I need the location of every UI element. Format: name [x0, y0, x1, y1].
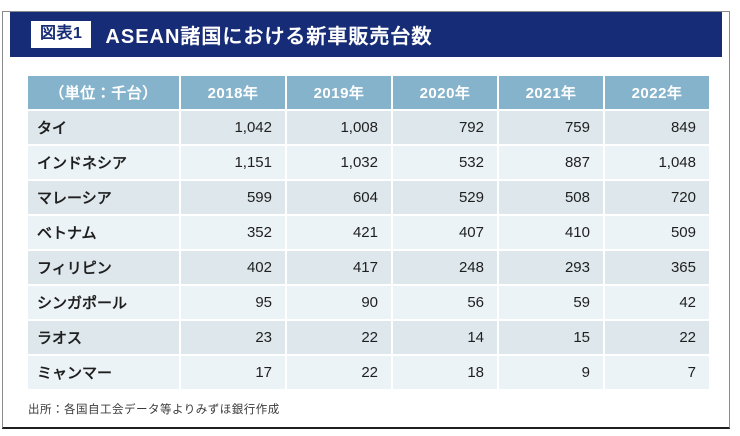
table-row-myanmar: ミャンマー 17 22 18 9 7 — [28, 356, 709, 389]
table-row-indonesia: インドネシア 1,151 1,032 532 887 1,048 — [28, 146, 709, 179]
value-cell: 532 — [393, 146, 497, 179]
value-cell: 95 — [181, 286, 285, 319]
value-cell: 410 — [499, 216, 603, 249]
value-cell: 22 — [287, 356, 391, 389]
value-cell: 23 — [181, 321, 285, 354]
table-header-row: （単位：千台） 2018年 2019年 2020年 2021年 2022年 — [28, 76, 709, 109]
year-header-2020: 2020年 — [393, 76, 497, 109]
value-cell: 599 — [181, 181, 285, 214]
value-cell: 352 — [181, 216, 285, 249]
table-row-vietnam: ベトナム 352 421 407 410 509 — [28, 216, 709, 249]
value-cell: 22 — [287, 321, 391, 354]
value-cell: 1,048 — [605, 146, 709, 179]
source-note: 出所：各国自工会データ等よりみずほ銀行作成 — [28, 404, 280, 416]
value-cell: 59 — [499, 286, 603, 319]
value-cell: 1,008 — [287, 111, 391, 144]
value-cell: 759 — [499, 111, 603, 144]
table-row-malaysia: マレーシア 599 604 529 508 720 — [28, 181, 709, 214]
row-label: フィリピン — [28, 251, 179, 284]
sales-table: （単位：千台） 2018年 2019年 2020年 2021年 2022年 タイ… — [26, 74, 711, 391]
figure-title: ASEAN諸国における新車販売台数 — [105, 26, 433, 48]
value-cell: 509 — [605, 216, 709, 249]
row-label: マレーシア — [28, 181, 179, 214]
value-cell: 14 — [393, 321, 497, 354]
value-cell: 1,151 — [181, 146, 285, 179]
value-cell: 604 — [287, 181, 391, 214]
value-cell: 508 — [499, 181, 603, 214]
value-cell: 402 — [181, 251, 285, 284]
value-cell: 1,032 — [287, 146, 391, 179]
value-cell: 90 — [287, 286, 391, 319]
row-label: タイ — [28, 111, 179, 144]
value-cell: 792 — [393, 111, 497, 144]
value-cell: 9 — [499, 356, 603, 389]
value-cell: 293 — [499, 251, 603, 284]
value-cell: 720 — [605, 181, 709, 214]
table-row-singapore: シンガポール 95 90 56 59 42 — [28, 286, 709, 319]
figure-title-bar: 図表1 ASEAN諸国における新車販売台数 — [10, 12, 722, 57]
value-cell: 42 — [605, 286, 709, 319]
row-label: ミャンマー — [28, 356, 179, 389]
row-label: ベトナム — [28, 216, 179, 249]
unit-header: （単位：千台） — [28, 76, 179, 109]
value-cell: 417 — [287, 251, 391, 284]
year-header-2018: 2018年 — [181, 76, 285, 109]
table-row-philippines: フィリピン 402 417 248 293 365 — [28, 251, 709, 284]
value-cell: 248 — [393, 251, 497, 284]
row-label: ラオス — [28, 321, 179, 354]
value-cell: 887 — [499, 146, 603, 179]
table-row-laos: ラオス 23 22 14 15 22 — [28, 321, 709, 354]
row-label: インドネシア — [28, 146, 179, 179]
value-cell: 529 — [393, 181, 497, 214]
value-cell: 7 — [605, 356, 709, 389]
year-header-2021: 2021年 — [499, 76, 603, 109]
value-cell: 22 — [605, 321, 709, 354]
value-cell: 365 — [605, 251, 709, 284]
value-cell: 15 — [499, 321, 603, 354]
year-header-2022: 2022年 — [605, 76, 709, 109]
value-cell: 421 — [287, 216, 391, 249]
value-cell: 1,042 — [181, 111, 285, 144]
value-cell: 18 — [393, 356, 497, 389]
figure-frame: 図表1 ASEAN諸国における新車販売台数 （単位：千台） 2018年 2019… — [2, 11, 730, 429]
value-cell: 849 — [605, 111, 709, 144]
year-header-2019: 2019年 — [287, 76, 391, 109]
figure-label-badge: 図表1 — [31, 21, 92, 48]
value-cell: 407 — [393, 216, 497, 249]
value-cell: 17 — [181, 356, 285, 389]
row-label: シンガポール — [28, 286, 179, 319]
value-cell: 56 — [393, 286, 497, 319]
table-row-thailand: タイ 1,042 1,008 792 759 849 — [28, 111, 709, 144]
